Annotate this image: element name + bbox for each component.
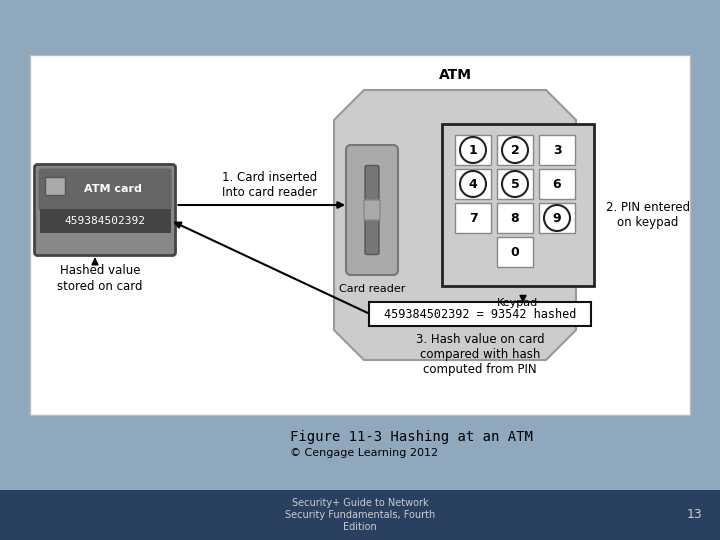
Text: 9: 9	[553, 212, 562, 225]
Text: 7: 7	[469, 212, 477, 225]
FancyBboxPatch shape	[497, 203, 533, 233]
Text: Security+ Guide to Network
Security Fundamentals, Fourth
Edition: Security+ Guide to Network Security Fund…	[285, 498, 435, 531]
Text: Figure 11-3 Hashing at an ATM: Figure 11-3 Hashing at an ATM	[290, 430, 533, 444]
FancyBboxPatch shape	[455, 169, 491, 199]
FancyBboxPatch shape	[365, 165, 379, 254]
FancyBboxPatch shape	[346, 145, 398, 275]
Polygon shape	[334, 90, 576, 360]
Text: 3: 3	[553, 144, 562, 157]
FancyBboxPatch shape	[35, 165, 176, 255]
Text: 459384502392 = 93542 hashed: 459384502392 = 93542 hashed	[384, 307, 576, 321]
Text: 3. Hash value on card
compared with hash
computed from PIN: 3. Hash value on card compared with hash…	[415, 333, 544, 376]
FancyBboxPatch shape	[0, 490, 720, 540]
FancyBboxPatch shape	[45, 177, 65, 194]
Text: ATM card: ATM card	[84, 185, 142, 194]
Text: Keypad: Keypad	[498, 298, 539, 308]
FancyBboxPatch shape	[40, 208, 171, 233]
Text: 13: 13	[687, 509, 703, 522]
Text: 4: 4	[469, 178, 477, 191]
FancyBboxPatch shape	[497, 169, 533, 199]
Text: 5: 5	[510, 178, 519, 191]
FancyBboxPatch shape	[497, 135, 533, 165]
Text: 1. Card inserted
Into card reader: 1. Card inserted Into card reader	[222, 171, 318, 199]
FancyBboxPatch shape	[30, 55, 690, 415]
FancyBboxPatch shape	[539, 203, 575, 233]
FancyBboxPatch shape	[455, 203, 491, 233]
FancyBboxPatch shape	[497, 237, 533, 267]
FancyBboxPatch shape	[364, 200, 380, 220]
Text: 6: 6	[553, 178, 562, 191]
FancyBboxPatch shape	[38, 168, 171, 211]
Text: © Cengage Learning 2012: © Cengage Learning 2012	[290, 448, 438, 458]
Text: ATM: ATM	[438, 68, 472, 82]
Text: 1: 1	[469, 144, 477, 157]
Text: 0: 0	[510, 246, 519, 259]
FancyBboxPatch shape	[369, 302, 591, 326]
FancyBboxPatch shape	[455, 135, 491, 165]
FancyBboxPatch shape	[539, 135, 575, 165]
FancyBboxPatch shape	[539, 169, 575, 199]
Text: 2. PIN entered
on keypad: 2. PIN entered on keypad	[606, 201, 690, 229]
Text: Card reader: Card reader	[339, 284, 405, 294]
Text: 2: 2	[510, 144, 519, 157]
Text: Hashed value
stored on card: Hashed value stored on card	[58, 265, 143, 293]
Text: 8: 8	[510, 212, 519, 225]
Text: 459384502392: 459384502392	[65, 215, 145, 226]
FancyBboxPatch shape	[442, 124, 594, 286]
